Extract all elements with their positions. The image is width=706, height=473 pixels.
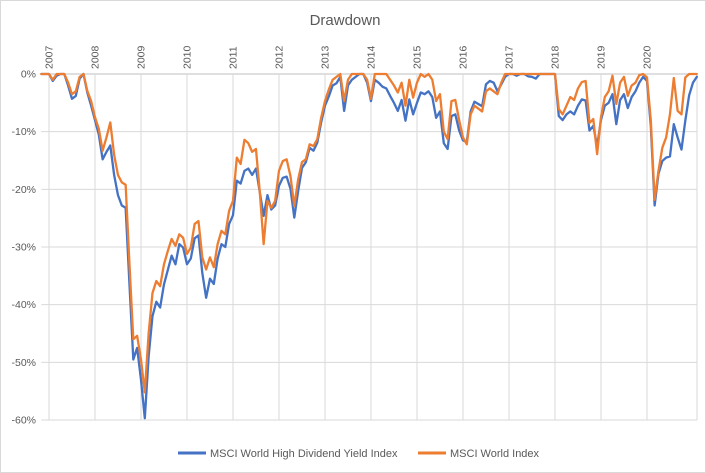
legend-label: MSCI World High Dividend Yield Index	[210, 448, 398, 460]
x-axis-label: 2009	[136, 45, 148, 69]
legend-item-msci-world-index: MSCI World Index	[418, 448, 540, 460]
x-axis-label: 2014	[366, 45, 378, 69]
y-axis-label: -50%	[11, 357, 36, 369]
y-axis-label: -30%	[11, 242, 36, 254]
x-axis-label: 2007	[44, 45, 56, 69]
x-axis-label: 2015	[412, 45, 424, 69]
x-axis-label: 2010	[182, 45, 194, 69]
x-axis-label: 2019	[596, 45, 608, 69]
x-axis-label: 2018	[550, 45, 562, 69]
x-axis-label: 2013	[320, 45, 332, 69]
legend-label: MSCI World Index	[450, 448, 540, 460]
y-axis-label: 0%	[21, 69, 36, 81]
legend: MSCI World High Dividend Yield Index MSC…	[178, 448, 540, 460]
gridlines	[41, 73, 698, 421]
x-axis-label: 2016	[458, 45, 470, 69]
x-axis-label: 2011	[228, 46, 240, 69]
x-axis-label: 2017	[504, 45, 516, 69]
y-axis: 0% -10% -20% -30% -40% -50% -60%	[11, 69, 36, 427]
x-axis-label: 2008	[90, 45, 102, 69]
series-line-msci-world-index	[40, 72, 698, 394]
chart-title: Drawdown	[310, 12, 381, 29]
y-axis-label: -10%	[11, 126, 36, 138]
y-axis-label: -40%	[11, 299, 36, 311]
y-axis-label: -20%	[11, 184, 36, 196]
plot-area	[40, 72, 698, 420]
x-axis-label: 2012	[274, 45, 286, 69]
y-axis-label: -60%	[11, 415, 36, 427]
x-axis-label: 2020	[642, 45, 654, 69]
legend-item-msci-world-high-dividend-yield-index: MSCI World High Dividend Yield Index	[178, 448, 398, 460]
series-line-msci-world-high-dividend-yield-index	[40, 72, 698, 420]
x-axis: 2007 2008 2009 2010 2011 2012 2013 2014 2015 2016…	[44, 45, 654, 69]
